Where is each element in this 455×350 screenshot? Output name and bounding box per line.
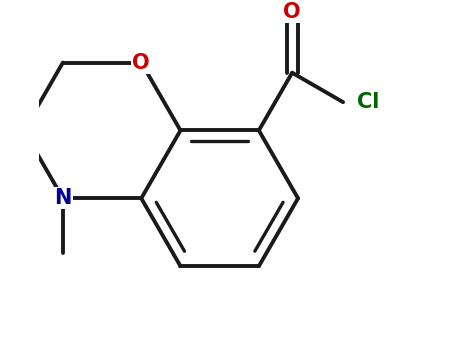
- Text: O: O: [132, 52, 150, 72]
- Text: O: O: [283, 2, 301, 22]
- Text: Cl: Cl: [357, 92, 379, 112]
- Text: N: N: [54, 188, 71, 208]
